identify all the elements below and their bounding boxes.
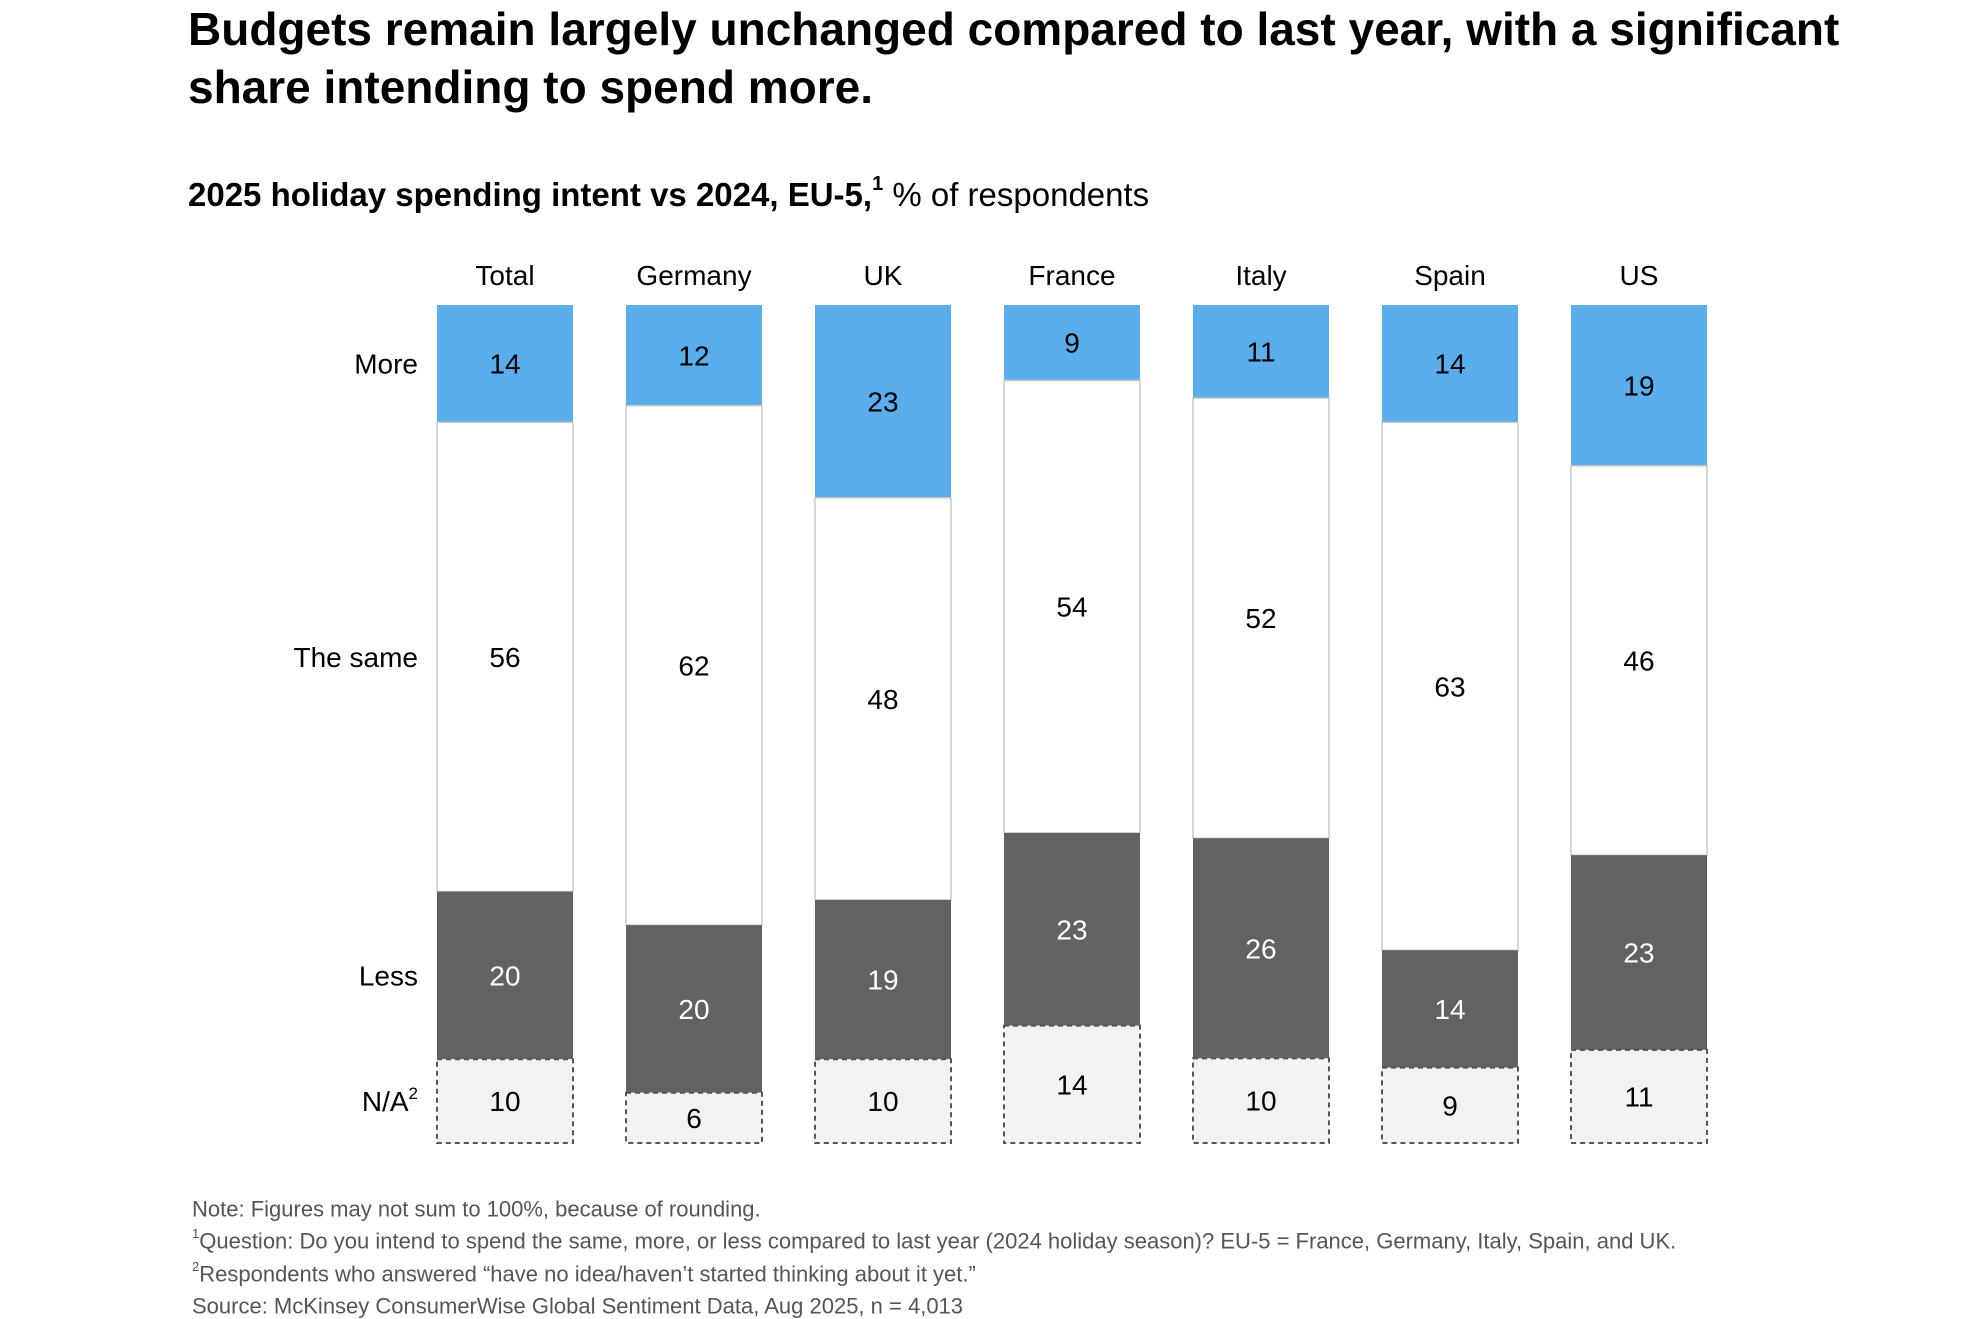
footnotes: Note: Figures may not sum to 100%, becau… xyxy=(192,1190,1676,1319)
footnote-source: Source: McKinsey ConsumerWise Global Sen… xyxy=(192,1293,964,1319)
footnote-2: 2Respondents who answered “have no idea/… xyxy=(192,1258,976,1286)
row-label-the-same: The same xyxy=(294,642,419,673)
bar-spain-less xyxy=(1382,950,1518,1068)
bar-italy-the-same-label: 52 xyxy=(1245,603,1276,634)
bar-france-the-same-label: 54 xyxy=(1056,592,1087,623)
category-label-france: France xyxy=(1028,260,1115,291)
bar-total-the-same xyxy=(436,421,574,893)
bar-italy-more-label: 11 xyxy=(1246,337,1275,368)
bar-france-more-label: 9 xyxy=(1064,328,1080,359)
bar-spain-the-same-label: 63 xyxy=(1434,671,1465,702)
bar-italy-n-a xyxy=(1192,1057,1330,1144)
bar-uk-n-a-label: 10 xyxy=(867,1086,898,1117)
bar-germany-n-a xyxy=(625,1091,763,1144)
bar-germany-more xyxy=(626,305,762,406)
row-label-more: More xyxy=(354,349,418,380)
bar-uk-the-same xyxy=(814,496,952,901)
bar-total-n-a xyxy=(436,1058,574,1144)
bar-spain-more-label: 14 xyxy=(1434,349,1465,380)
bar-total-more xyxy=(437,305,573,423)
chart-subtitle-bold: 2025 holiday spending intent vs 2024, EU… xyxy=(188,176,873,213)
bar-us-less xyxy=(1571,855,1707,1050)
category-label-germany: Germany xyxy=(636,260,751,291)
bar-italy-n-a-label: 10 xyxy=(1245,1086,1276,1117)
chart-subtitle-unit: % of respondents xyxy=(883,176,1150,213)
bar-us-more-label: 19 xyxy=(1623,370,1654,401)
bar-spain-less-label: 14 xyxy=(1434,994,1465,1025)
bar-spain-more xyxy=(1382,305,1518,423)
bar-total-n-a-label: 10 xyxy=(489,1086,520,1117)
bar-germany-more-label: 12 xyxy=(678,340,709,371)
bar-france-n-a-label: 14 xyxy=(1056,1069,1087,1100)
bar-us-the-same xyxy=(1570,465,1708,856)
category-label-uk: UK xyxy=(864,260,903,291)
bar-us-n-a-label: 11 xyxy=(1624,1081,1653,1112)
bar-france-less xyxy=(1004,832,1140,1026)
bar-germany-the-same-label: 62 xyxy=(678,650,709,681)
bar-germany-less-label: 20 xyxy=(678,994,709,1025)
bar-us-more xyxy=(1571,305,1707,466)
bar-total-less-label: 20 xyxy=(489,960,520,991)
footnote-mark: 1 xyxy=(872,173,884,195)
bar-uk-the-same-label: 48 xyxy=(867,684,898,715)
category-label-spain: Spain xyxy=(1414,260,1486,291)
bar-uk-more xyxy=(815,305,951,498)
category-label-us: US xyxy=(1620,260,1659,291)
bar-france-less-label: 23 xyxy=(1056,914,1087,945)
bar-uk-more-label: 23 xyxy=(867,386,898,417)
page-title: Budgets remain largely unchanged compare… xyxy=(188,3,1840,113)
bar-france-n-a xyxy=(1003,1024,1141,1145)
bar-us-less-label: 23 xyxy=(1623,938,1654,969)
bar-total-the-same-label: 56 xyxy=(489,642,520,673)
category-label-total: Total xyxy=(475,260,534,291)
bar-total-more-label: 14 xyxy=(489,349,520,380)
bar-uk-less-label: 19 xyxy=(867,965,898,996)
bar-italy-less-label: 26 xyxy=(1245,933,1276,964)
bar-us-n-a xyxy=(1570,1048,1708,1145)
bar-spain-n-a xyxy=(1381,1066,1519,1144)
bar-uk-n-a xyxy=(814,1058,952,1144)
row-label-less: Less xyxy=(359,960,418,991)
bar-italy-more xyxy=(1193,305,1329,399)
bar-uk-less xyxy=(815,899,951,1060)
stacked-bar-chart: Total 14 56 20 10 Germany 12 62 20 6 UK 23 48 19 10 Fra… xyxy=(294,260,1708,1145)
bar-germany-the-same xyxy=(625,404,763,926)
bar-germany-less xyxy=(626,925,762,1093)
bar-us-the-same-label: 46 xyxy=(1623,646,1654,677)
bar-italy-less xyxy=(1193,838,1329,1059)
bar-spain-the-same xyxy=(1381,421,1519,952)
bar-france-the-same xyxy=(1003,379,1141,834)
bar-spain-n-a-label: 9 xyxy=(1442,1090,1458,1121)
row-label-n-a: N/A2 xyxy=(362,1084,418,1117)
footnote-1: 1Question: Do you intend to spend the sa… xyxy=(192,1226,1677,1254)
bar-germany-n-a-label: 6 xyxy=(686,1103,702,1134)
chart-subtitle: 2025 holiday spending intent vs 2024, EU… xyxy=(188,168,1149,215)
bar-italy-the-same xyxy=(1192,397,1330,840)
bar-total-less xyxy=(437,891,573,1060)
bar-france-more xyxy=(1004,305,1140,381)
category-label-italy: Italy xyxy=(1235,260,1286,291)
footnote-note: Note: Figures may not sum to 100%, becau… xyxy=(192,1196,761,1222)
